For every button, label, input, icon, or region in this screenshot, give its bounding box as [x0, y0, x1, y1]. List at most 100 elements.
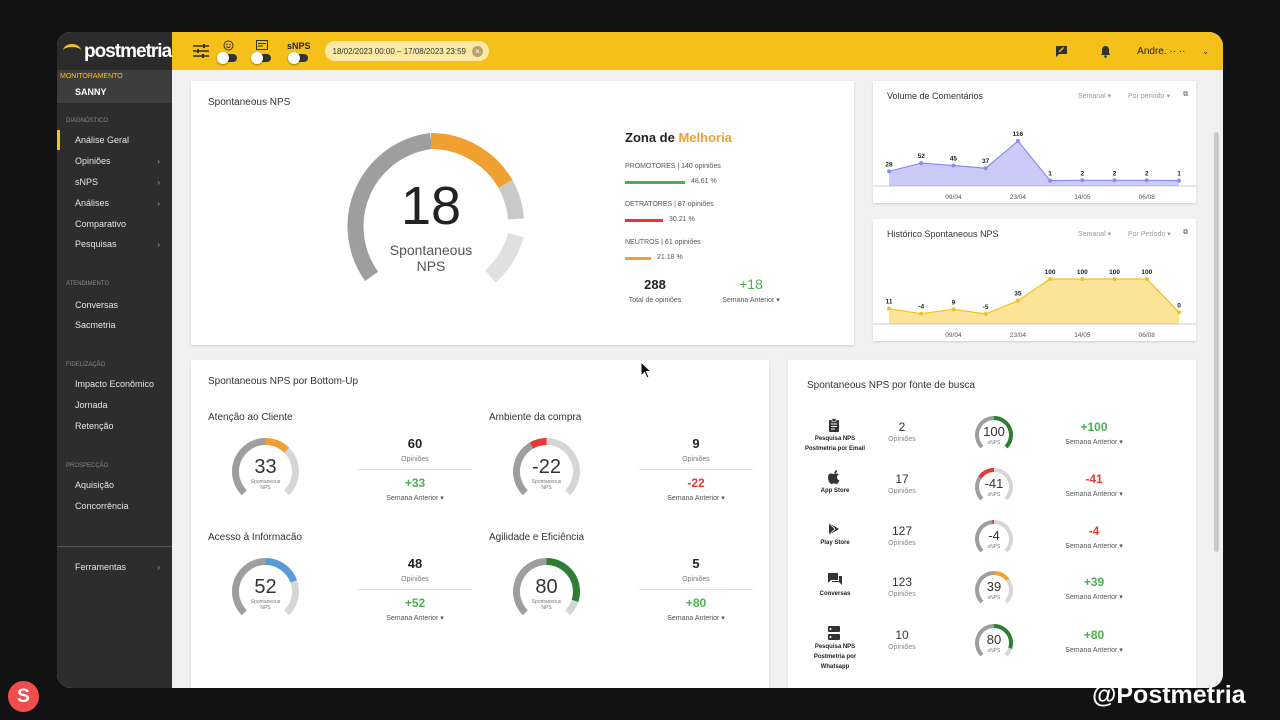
previous-week-select[interactable]: Semana Anterior ▾ — [1065, 647, 1123, 654]
sidebar-item-conversas[interactable]: Conversas — [57, 295, 172, 315]
x-tick-label: 23/04 — [1010, 194, 1027, 201]
id-card-icon — [256, 40, 268, 52]
sidebar-item-sacmetria[interactable]: Sacmetria — [57, 315, 172, 335]
chat-icon — [828, 573, 842, 587]
data-point[interactable] — [919, 311, 924, 316]
gauge-score: -41 — [984, 476, 1004, 492]
data-point[interactable] — [983, 312, 988, 316]
data-point[interactable] — [919, 161, 924, 166]
section-prospeccao: PROSPECÇÃO — [66, 463, 109, 469]
previous-week-select[interactable]: Semana Anterior ▾ — [1065, 439, 1123, 446]
sidebar-item-label: sNPS — [75, 177, 99, 187]
previous-week-select[interactable]: Semana Anterior ▾ — [667, 615, 725, 622]
sidebar-item-analise-geral[interactable]: Análise Geral — [57, 130, 172, 150]
previous-week-select[interactable]: Semana Anterior ▾ — [386, 495, 444, 502]
detractors-bar — [625, 219, 663, 222]
chevron-right-icon: › — [157, 562, 160, 572]
data-point[interactable] — [1048, 178, 1053, 183]
toggle-card[interactable] — [251, 40, 271, 64]
toggle-sentiment[interactable] — [217, 40, 237, 64]
data-point[interactable] — [1144, 277, 1149, 281]
data-point[interactable] — [887, 306, 891, 311]
data-point[interactable] — [951, 307, 956, 312]
data-point[interactable] — [1144, 178, 1149, 183]
sidebar-item-retencao[interactable]: Retenção — [57, 416, 172, 436]
previous-week-select[interactable]: Semana Anterior ▾ — [1065, 543, 1123, 550]
data-point[interactable] — [951, 163, 956, 168]
date-range-chip[interactable]: 18/02/2023 00:00 – 17/08/2023 23:59 × — [324, 41, 489, 61]
sidebar-item-snps[interactable]: sNPS › — [57, 172, 172, 192]
total-opinions: 288 — [644, 277, 666, 292]
mini-gauge — [232, 438, 299, 496]
sidebar-item-label: Aquisição — [75, 480, 115, 490]
data-point[interactable] — [1112, 178, 1117, 183]
feedback-icon[interactable] — [1049, 39, 1073, 63]
previous-week-select[interactable]: Semana Anterior ▾ — [1065, 491, 1123, 498]
snps-card: Spontaneous NPS 18 Spontaneous NPS Zona … — [191, 81, 854, 345]
sidebar-item-opinioes[interactable]: Opiniões › — [57, 151, 172, 171]
data-point[interactable] — [983, 166, 988, 171]
filter-sliders-icon[interactable] — [189, 39, 213, 63]
data-label: -4 — [918, 304, 924, 311]
range-select[interactable]: Por Período ▾ — [1128, 231, 1171, 238]
data-point[interactable] — [1112, 277, 1117, 281]
sidebar-item-impacto-economico[interactable]: Impacto Econômico — [57, 374, 172, 394]
gauge-score: 80 — [535, 575, 558, 598]
user-menu[interactable]: Andre. ·· ·· ⌄ — [1137, 46, 1209, 57]
sidebar-item-concorrencia[interactable]: Concorrência — [57, 496, 172, 516]
data-point[interactable] — [1015, 139, 1020, 143]
previous-week-select[interactable]: Semana Anterior ▾ — [667, 495, 725, 502]
logo[interactable]: postmetria — [57, 32, 172, 70]
sidebar-item-label: Pesquisas — [75, 239, 117, 249]
period-select[interactable]: Semanal ▾ — [1078, 93, 1112, 100]
data-point[interactable] — [887, 169, 891, 174]
monitoring-block[interactable]: MONITORAMENTO SANNY — [57, 70, 172, 103]
gauge-sub-label: sNPS — [987, 543, 1001, 550]
sidebar-item-comparativo[interactable]: Comparativo — [57, 214, 172, 234]
logo-text: postmetria — [84, 40, 172, 62]
opinions-label: Opiniões — [401, 576, 429, 583]
bottom-up-item-name: Agilidade e Eficiência — [489, 532, 585, 543]
scrollbar-thumb[interactable] — [1214, 132, 1219, 552]
data-point[interactable] — [1177, 178, 1181, 183]
toggle-snps-label: sNPS — [287, 41, 311, 51]
clear-icon[interactable]: × — [471, 45, 483, 57]
scrollbar-track[interactable] — [1208, 70, 1223, 688]
section-diagnostico: DIAGNÓSTICO — [66, 118, 109, 124]
previous-week-select[interactable]: Semana Anterior ▾ — [386, 615, 444, 622]
sidebar-item-pesquisas[interactable]: Pesquisas › — [57, 234, 172, 254]
sidebar-item-jornada[interactable]: Jornada — [57, 395, 172, 415]
gauge-value-arc — [265, 438, 290, 453]
open-external-icon[interactable]: ⧉ — [1183, 229, 1188, 236]
sidebar-item-analises[interactable]: Análises › — [57, 193, 172, 213]
data-point[interactable] — [1015, 298, 1020, 303]
previous-week-select[interactable]: Semana Anterior ▾ — [722, 297, 780, 304]
toggle-switch[interactable] — [251, 52, 271, 64]
toggle-switch[interactable] — [287, 52, 308, 64]
logo-mark-icon — [63, 44, 81, 58]
data-point[interactable] — [1080, 277, 1085, 281]
period-select[interactable]: Semanal ▾ — [1078, 231, 1112, 238]
data-point[interactable] — [1177, 310, 1181, 315]
sidebar-item-label: Conversas — [75, 300, 119, 310]
toggle-snps[interactable]: sNPS — [287, 40, 311, 64]
open-external-icon[interactable]: ⧉ — [1183, 91, 1188, 98]
chevron-down-icon: ⌄ — [1202, 46, 1209, 56]
neutrals-bar — [625, 257, 651, 260]
gauge-score: 33 — [254, 455, 277, 478]
data-point[interactable] — [1080, 178, 1085, 183]
divider — [57, 546, 172, 547]
bell-icon[interactable] — [1093, 39, 1117, 63]
data-label: 28 — [885, 161, 893, 168]
data-label: 100 — [1077, 269, 1088, 276]
previous-week-select[interactable]: Semana Anterior ▾ — [1065, 594, 1123, 601]
volume-chart-title: Volume de Comentários — [887, 91, 984, 101]
toggle-switch[interactable] — [217, 52, 237, 64]
sidebar-item-ferramentas[interactable]: Ferramentas › — [57, 557, 172, 577]
range-select[interactable]: Por período ▾ — [1128, 93, 1171, 100]
sidebar-item-aquisicao[interactable]: Aquisição — [57, 475, 172, 495]
source-name: Conversas — [819, 591, 851, 597]
data-point[interactable] — [1048, 277, 1053, 281]
gauge-value-arc — [265, 558, 298, 583]
sources-card: Spontaneous NPS por fonte de busca Pesqu… — [788, 360, 1196, 688]
